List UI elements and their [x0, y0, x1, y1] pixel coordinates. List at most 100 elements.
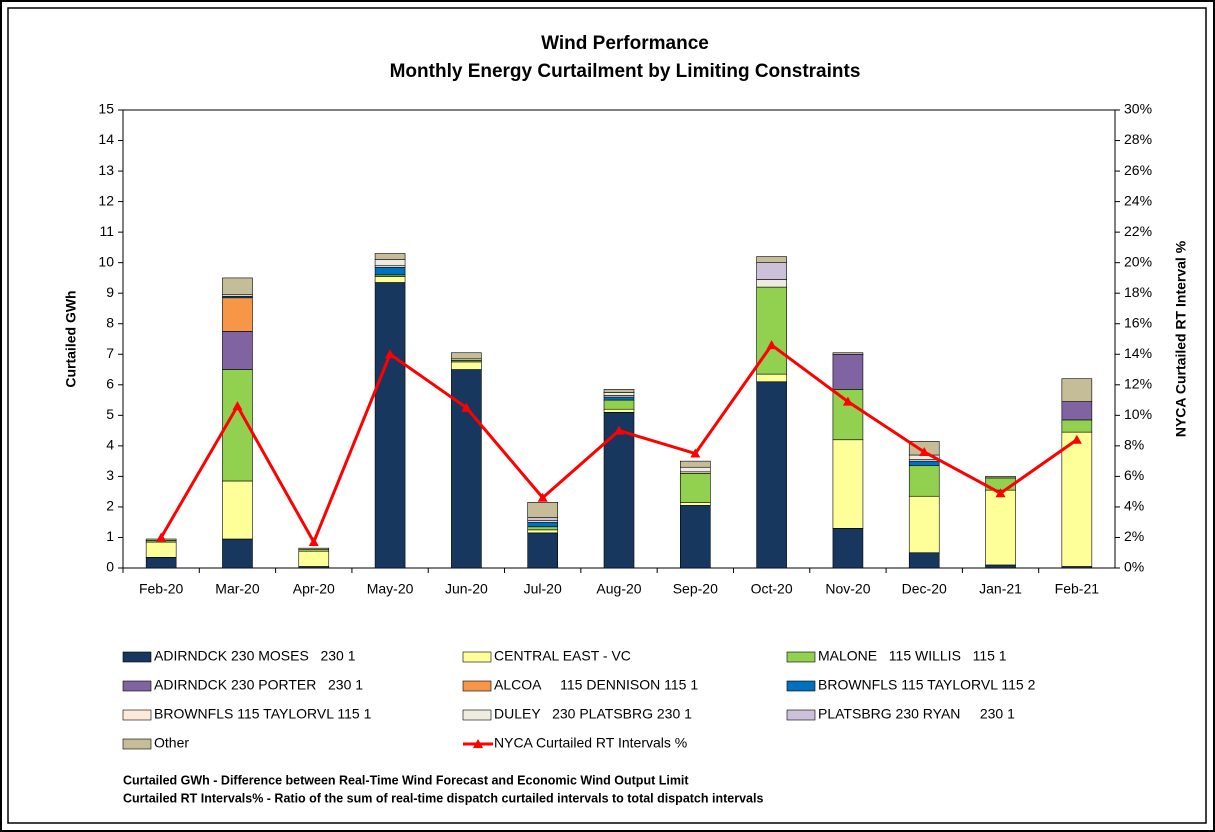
bar-segment: [908, 460, 940, 467]
y-tick-label: 9: [106, 284, 114, 300]
y-tick-label: 15: [98, 101, 114, 117]
line-marker: [614, 425, 624, 435]
legend-label: BROWNFLS 115 TAYLORVL 115 1: [154, 706, 372, 722]
bar-segment: [527, 517, 558, 521]
x-tick-label: Nov-20: [825, 581, 870, 597]
bar-segment: [145, 557, 177, 569]
chart-frame: [7, 7, 1207, 824]
x-tick-label: Oct-20: [751, 581, 793, 597]
legend-label: MALONE 115 WILLIS 115 1: [818, 648, 1007, 664]
y2-tick-label: 20%: [1124, 253, 1152, 269]
y-tick-label: 12: [98, 192, 114, 208]
y-tick-label: 4: [106, 437, 114, 453]
line-marker: [385, 349, 396, 359]
bar-segment: [908, 495, 940, 554]
bar-segment: [222, 480, 253, 540]
bar-segment: [222, 331, 253, 370]
bar-segment: [985, 564, 1016, 569]
y-tick-label: 11: [99, 223, 114, 239]
bar-segment: [832, 528, 864, 569]
y2-tick-label: 4%: [1124, 498, 1144, 514]
legend-swatch: [462, 680, 492, 692]
bar-segment: [374, 266, 406, 276]
line-marker: [1071, 434, 1082, 444]
x-tick-label: Apr-20: [293, 581, 335, 597]
bar-segment: [756, 256, 787, 263]
x-tick-label: Jul-20: [524, 581, 562, 597]
line-marker: [919, 446, 930, 456]
bar-segment: [451, 361, 482, 370]
bar-segment: [680, 473, 711, 503]
bar-segment: [527, 532, 558, 569]
bar-segment: [680, 460, 711, 468]
line-marker: [232, 401, 243, 411]
y2-tick-label: 16%: [1124, 314, 1152, 330]
bar-segment: [222, 277, 253, 296]
y2-tick-label: 28%: [1124, 131, 1152, 147]
x-tick-label: Feb-21: [1055, 581, 1100, 597]
bar-segment: [1061, 401, 1093, 421]
y-tick-label: 2: [106, 498, 114, 514]
y-tick-label: 13: [98, 162, 114, 178]
line-marker: [842, 396, 853, 406]
y-tick-label: 5: [106, 406, 114, 422]
line-marker: [537, 492, 548, 502]
bar-segment: [527, 526, 558, 531]
legend-swatch: [122, 680, 152, 692]
bar-segment: [527, 529, 558, 534]
bar-segment: [985, 489, 1016, 566]
y2-tick-label: 6%: [1124, 467, 1144, 483]
line-marker: [461, 402, 472, 412]
legend-label: ALCOA 115 DENNISON 115 1: [494, 677, 698, 693]
bar-segment: [603, 411, 635, 569]
y2-tick-label: 8%: [1124, 437, 1144, 453]
legend-swatch: [786, 651, 816, 663]
legend-swatch: [122, 651, 152, 663]
y-tick-label: 3: [106, 467, 114, 483]
bar-segment: [756, 262, 787, 280]
bar-segment: [603, 389, 635, 393]
bar-segment: [222, 538, 253, 569]
y2-tick-label: 24%: [1124, 192, 1152, 208]
bar-segment: [832, 352, 864, 355]
bar-segment: [908, 465, 940, 497]
chart-title: Wind Performance: [541, 33, 709, 54]
legend-label: DULEY 230 PLATSBRG 230 1: [494, 706, 692, 722]
bar-segment: [1061, 378, 1093, 402]
x-tick-label: Mar-20: [215, 581, 260, 597]
bar-segment: [680, 466, 711, 473]
x-tick-label: Jun-20: [445, 581, 488, 597]
bar-segment: [451, 352, 482, 360]
x-tick-label: Sep-20: [673, 581, 718, 597]
bar-segment: [527, 521, 558, 528]
bar-segment: [527, 502, 558, 518]
line-marker: [995, 488, 1006, 498]
bar-segment: [603, 399, 635, 410]
legend-label: CENTRAL EAST - VC: [494, 648, 631, 664]
footnote: Curtailed RT Intervals% - Ratio of the s…: [123, 791, 763, 805]
bar-segment: [756, 373, 787, 383]
y-tick-label: 0: [106, 559, 114, 575]
bar-segment: [756, 381, 787, 569]
y2-tick-label: 22%: [1124, 223, 1152, 239]
y-tick-label: 8: [106, 314, 114, 330]
bar-segment: [680, 505, 711, 569]
y2-tick-label: 30%: [1124, 101, 1152, 117]
legend-swatch: [473, 739, 483, 748]
legend-swatch: [462, 651, 492, 663]
y2-tick-label: 14%: [1124, 345, 1152, 361]
bar-segment: [832, 353, 864, 390]
bar-segment: [298, 547, 330, 550]
bar-segment: [374, 276, 406, 283]
bar-segment: [908, 552, 940, 569]
footnote: Curtailed GWh - Difference between Real-…: [123, 773, 689, 787]
legend-swatch: [462, 709, 492, 721]
bar-segment: [603, 396, 635, 401]
chart-subtitle: Monthly Energy Curtailment by Limiting C…: [390, 61, 861, 82]
y-tick-label: 14: [98, 131, 114, 147]
legend-label: ADIRNDCK 230 PORTER 230 1: [154, 677, 363, 693]
y-tick-label: 10: [98, 253, 114, 269]
bar-segment: [985, 476, 1016, 479]
